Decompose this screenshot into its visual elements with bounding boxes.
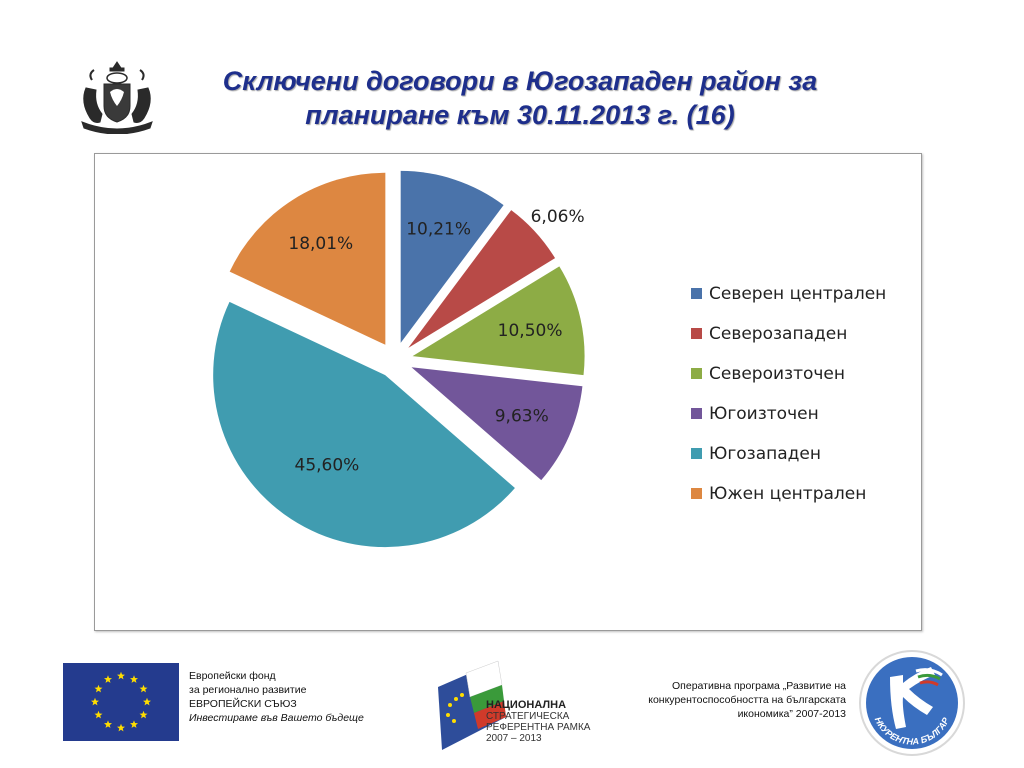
legend-label: Южен централен [709, 484, 866, 504]
eu-fund-slogan: Инвестираме във Вашето бъдеще [189, 712, 364, 724]
legend-swatch [691, 328, 702, 339]
pie-chart: 10,21% 6,06% 10,50% 9,63% 45,60% 18,01% Севере… [213, 170, 886, 548]
nsrf-text: НАЦИОНАЛНА СТРАТЕГИЧЕСКА РЕФЕРЕНТНА РАМК… [486, 699, 591, 745]
eu-star-icon [139, 710, 148, 719]
eu-fund-line: ЕВРОПЕЙСКИ СЪЮЗ [189, 698, 297, 710]
legend-label: Североизточен [709, 364, 845, 384]
eu-flag-logo [63, 663, 179, 741]
pie-slice [412, 266, 585, 376]
pie-chart-frame: 10,21% 6,06% 10,50% 9,63% 45,60% 18,01% Севере… [94, 153, 922, 631]
eu-star-icon [94, 684, 103, 693]
legend-swatch [691, 488, 702, 499]
operational-programme-text: Оперативна програма „Развитие на конкуре… [596, 679, 846, 721]
eu-star-icon [117, 671, 125, 680]
pie-slice [408, 210, 556, 348]
page-title: Сключени договори в Югозападен район за … [170, 64, 870, 132]
eu-star-icon [94, 710, 103, 719]
eu-star-icon [104, 675, 112, 683]
pie-data-label: 10,50% [498, 321, 563, 341]
eu-star-icon [130, 720, 138, 728]
legend-label: Югозападен [709, 444, 821, 464]
legend-swatch [691, 448, 702, 459]
nsrf-line: СТРАТЕГИЧЕСКА [486, 711, 570, 722]
legend-swatch [691, 368, 702, 379]
coat-of-arms-logo [81, 61, 153, 134]
page-title-line-2: планиране към 30.11.2013 г. (16) [305, 100, 735, 130]
pie-data-label: 45,60% [295, 455, 360, 475]
page-title-line-1: Сключени договори в Югозападен район за [222, 66, 818, 96]
nsrf-line: НАЦИОНАЛНА [486, 699, 567, 711]
eu-fund-line: за регионално развитие [189, 684, 307, 696]
pie-slice [229, 172, 386, 345]
nsrf-line: 2007 – 2013 [486, 733, 542, 744]
eu-star-icon [91, 697, 99, 706]
eu-fund-line: Европейски фонд [189, 670, 276, 682]
pie-data-label: 6,06% [531, 207, 585, 227]
legend-label: Северен централен [709, 284, 886, 304]
eu-fund-text: Европейски фонд за регионално развитие Е… [189, 669, 364, 725]
pie-slice [213, 301, 515, 548]
pie-data-label: 18,01% [288, 234, 353, 254]
legend-swatch [691, 288, 702, 299]
eu-star-icon [130, 675, 138, 683]
op-line: Оперативна програма „Развитие на [672, 680, 846, 692]
nsrf-logo [438, 660, 506, 750]
legend-swatch [691, 408, 702, 419]
pie-data-label: 9,63% [495, 407, 549, 427]
konkurentna-bulgaria-logo: КОНКУРЕНТНА БЪЛГАРИЯ [856, 647, 965, 756]
op-line: конкурентоспособността на българската [648, 694, 846, 706]
eu-star-icon [104, 720, 112, 728]
pie-slice [411, 367, 583, 481]
eu-star-icon [117, 723, 125, 732]
eu-star-icon [139, 684, 148, 693]
nsrf-line: РЕФЕРЕНТНА РАМКА [486, 722, 591, 733]
pie-data-label: 10,21% [406, 220, 471, 240]
legend-label: Югоизточен [709, 404, 819, 424]
legend-label: Северозападен [709, 324, 847, 344]
pie-slice [400, 170, 504, 343]
eu-star-icon [143, 697, 151, 706]
op-line: икономика” 2007-2013 [737, 708, 846, 720]
